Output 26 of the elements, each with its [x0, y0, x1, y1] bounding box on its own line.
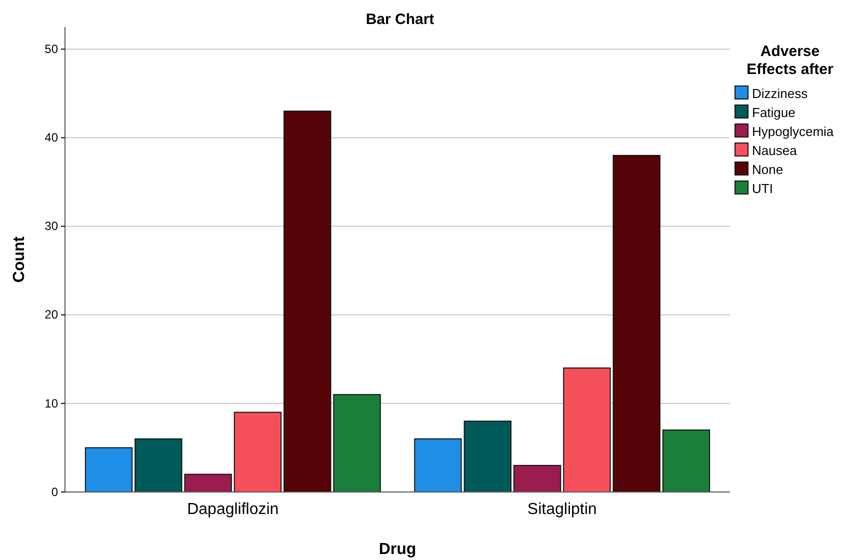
bar: [333, 394, 381, 492]
bar: [284, 110, 332, 492]
y-tick-label: 50: [44, 42, 58, 56]
y-tick-label: 20: [44, 308, 58, 322]
y-tick-label: 40: [44, 130, 58, 145]
bar: [234, 412, 282, 492]
x-tick-label: Dapagliflozin: [187, 501, 279, 518]
y-tick-label: 10: [44, 396, 58, 410]
y-axis-title: Count: [11, 236, 28, 283]
legend-label: Nausea: [752, 143, 798, 158]
bar: [84, 447, 133, 492]
legend-label: Fatigue: [752, 105, 796, 120]
bar: [513, 464, 562, 492]
legend-title: Adverse Effects after: [746, 43, 834, 78]
legend-label: Hypoglycemia: [752, 124, 834, 139]
bar: [464, 420, 512, 492]
x-axis-title: Drug: [378, 541, 416, 558]
legend-label: UTI: [752, 181, 773, 196]
legend-label: Dizziness: [752, 86, 808, 101]
chart-title: Bar Chart: [366, 11, 434, 28]
bar: [414, 438, 462, 492]
legend-label: None: [752, 162, 784, 177]
x-tick-label: Sitagliptin: [527, 501, 597, 518]
bar: [662, 430, 710, 492]
y-tick-label: 0: [51, 484, 58, 499]
y-tick-label: 30: [44, 219, 58, 234]
